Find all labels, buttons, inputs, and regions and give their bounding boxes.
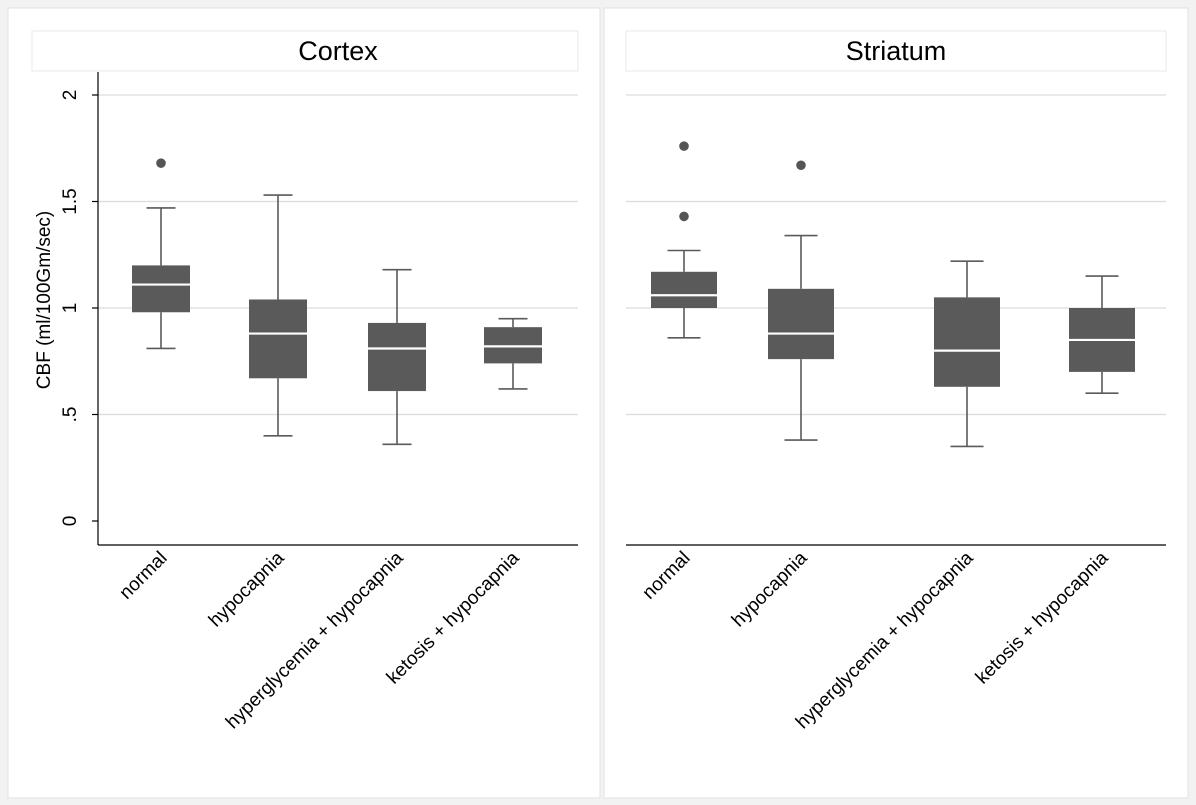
y-tick-label-1: .5 (60, 407, 81, 423)
y-tick-label-2: 1 (60, 303, 81, 314)
box-0-0 (132, 158, 190, 350)
iqr-box (934, 297, 1000, 387)
iqr-box (249, 299, 307, 379)
box-0-1 (249, 194, 307, 437)
panel-cortex-frame (7, 7, 601, 799)
iqr-box (651, 271, 717, 308)
y-tick-label-0: 0 (60, 516, 81, 527)
box-1-2 (934, 260, 1000, 448)
box-1-1 (768, 160, 834, 441)
panel-cortex-title: Cortex (298, 36, 378, 66)
box-0-2 (368, 268, 426, 446)
iqr-box (768, 288, 834, 360)
y-tick-label-4: 2 (60, 90, 81, 101)
y-tick-label-3: 1.5 (60, 188, 81, 214)
outlier-point-1 (679, 141, 689, 151)
iqr-box (132, 265, 190, 313)
outlier-point-0 (796, 160, 806, 171)
y-axis: 0 .5 1 1.5 2 (60, 72, 99, 545)
panel-striatum-frame (603, 7, 1189, 799)
panel-cortex-title-strip (31, 30, 579, 72)
iqr-box (368, 322, 426, 392)
box-1-3 (1069, 275, 1135, 395)
panel-striatum-title: Striatum (846, 36, 947, 66)
outlier-point-0 (679, 211, 689, 222)
box-0-3 (484, 317, 542, 390)
box-1-0 (651, 141, 717, 339)
outlier-point-0 (156, 158, 166, 168)
y-axis-label: CBF (ml/100Gm/sec) (34, 211, 55, 389)
panel-striatum-title-strip (625, 30, 1167, 72)
